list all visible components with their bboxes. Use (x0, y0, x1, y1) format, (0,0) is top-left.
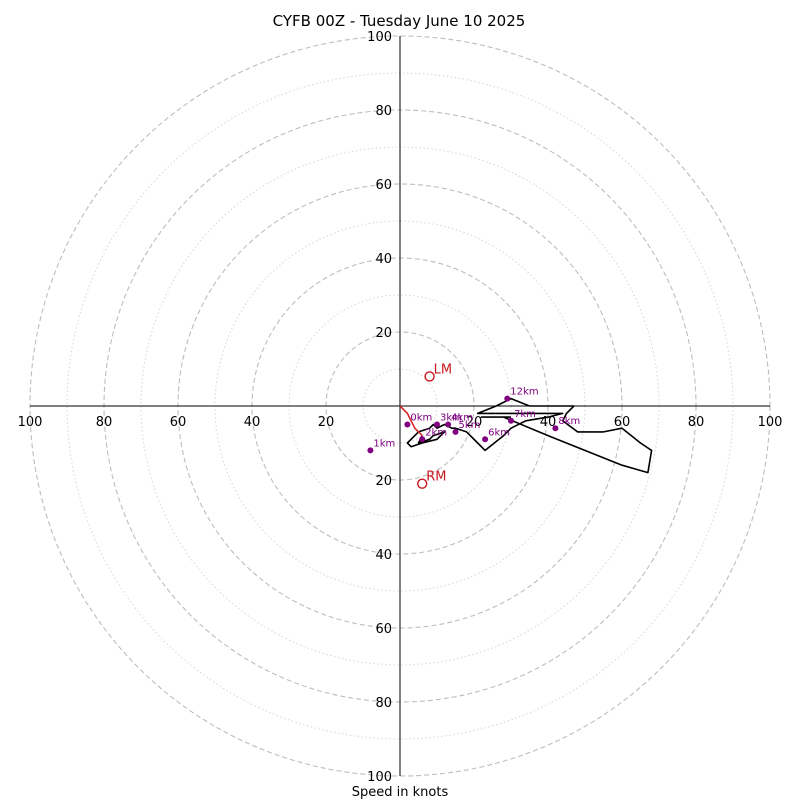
y-tick-label: 100 (367, 30, 392, 45)
height-label: 2km (425, 427, 447, 438)
storm-motion-marker-lm (424, 371, 435, 382)
height-label: 12km (510, 387, 538, 398)
height-point-4km (445, 421, 452, 428)
height-point-12km (504, 395, 511, 402)
x-tick-label: 80 (96, 415, 113, 430)
height-label: 8km (558, 416, 580, 427)
height-point-8km (552, 425, 559, 432)
x-tick-label: 100 (758, 415, 783, 430)
hodograph-line (406, 397, 653, 474)
height-point-2km (419, 436, 426, 443)
height-point-3km (434, 421, 440, 428)
y-tick-label: 40 (375, 548, 392, 563)
x-tick-label: 60 (170, 415, 187, 430)
x-tick-label: 100 (18, 415, 43, 430)
x-tick-label: 40 (244, 415, 261, 430)
storm-motion-label: RM (426, 470, 446, 485)
storm-motion-markers: LM RM (417, 362, 452, 489)
tick-labels: 100 80 60 40 20 20 40 60 80 100 100 80 60 40 20 20 40 60 8… (18, 30, 783, 785)
y-tick-label: 20 (375, 326, 392, 341)
height-point-5km (452, 428, 459, 435)
y-tick-label: 20 (375, 474, 392, 489)
storm-motion-label: LM (434, 362, 452, 377)
height-point-1km (367, 447, 374, 454)
x-tick-label: 20 (318, 415, 335, 430)
height-label: 1km (373, 438, 395, 449)
height-label: 0km (410, 413, 432, 424)
height-point-6km (482, 436, 489, 443)
height-point-7km (508, 417, 514, 424)
height-label: 3km (440, 413, 462, 424)
storm-motion-marker-rm (417, 478, 428, 489)
height-point-0km (404, 421, 411, 428)
chart-title: CYFB 00Z - Tuesday June 10 2025 (273, 12, 526, 30)
y-tick-label: 60 (375, 178, 392, 193)
x-tick-label: 80 (688, 415, 705, 430)
height-label: 4km (451, 413, 473, 424)
x-axis-label: Speed in knots (352, 785, 449, 800)
height-label: 5km (459, 420, 481, 431)
y-tick-label: 60 (375, 622, 392, 637)
hodograph-low-level-line (399, 405, 423, 437)
y-tick-label: 40 (375, 252, 392, 267)
x-tick-label: 20 (466, 415, 483, 430)
y-tick-label: 100 (367, 770, 392, 785)
y-tick-label: 80 (375, 104, 392, 119)
height-label: 7km (514, 409, 536, 420)
x-tick-label: 60 (614, 415, 631, 430)
y-tick-label: 80 (375, 696, 392, 711)
height-label: 6km (488, 427, 510, 438)
x-tick-label: 40 (540, 415, 557, 430)
hodograph-traces (399, 397, 653, 474)
